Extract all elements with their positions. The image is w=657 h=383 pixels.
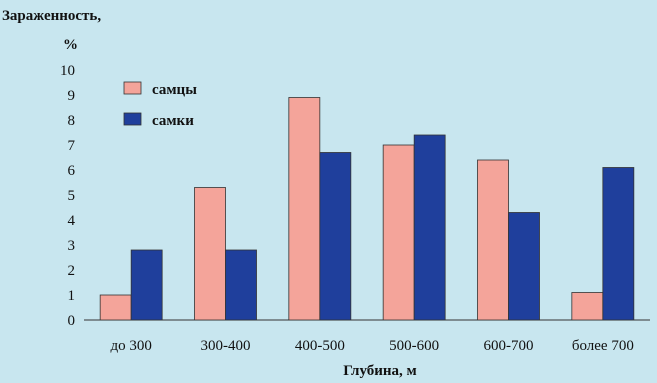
legend: самцы самки <box>123 81 197 129</box>
legend-swatch-females <box>123 112 142 126</box>
y-tick-label: 5 <box>68 188 76 204</box>
bar-males <box>288 97 321 321</box>
bar-males <box>382 144 415 321</box>
legend-label-females: самки <box>152 113 194 129</box>
x-axis-label: Глубина, м <box>343 363 417 378</box>
plot-area: 0 1 2 3 4 5 6 7 8 9 10 до 300 300-400 400-500 500-600 6… <box>60 63 650 354</box>
x-tick-label: более 700 <box>572 338 634 354</box>
x-tick-label: до 300 <box>110 338 151 354</box>
y-tick-label: 3 <box>68 238 76 254</box>
y-tick-label: 9 <box>68 88 76 104</box>
x-tick-label: 300-400 <box>201 338 251 354</box>
bar-males <box>194 187 226 321</box>
bar-females <box>319 152 352 321</box>
y-tick-label: 4 <box>68 213 76 229</box>
x-tick-label: 400-500 <box>295 338 345 354</box>
x-tick-label: 500-600 <box>389 338 439 354</box>
y-axis-label-line2: % <box>63 37 78 53</box>
bar-females <box>413 134 446 321</box>
y-tick-label: 2 <box>68 263 76 279</box>
x-tick-label: 600-700 <box>484 338 534 354</box>
y-tick-label: 7 <box>68 138 76 154</box>
y-tick-label: 0 <box>68 313 76 329</box>
bar-males <box>477 159 509 321</box>
y-tick-label: 6 <box>68 163 76 179</box>
y-axis-label-line1: Зараженность, <box>2 8 101 24</box>
bar-females <box>225 249 257 321</box>
y-tick-label: 1 <box>68 288 76 304</box>
y-tick-label: 10 <box>60 63 75 79</box>
legend-label-males: самцы <box>152 82 197 98</box>
bar-females <box>602 167 635 321</box>
legend-swatch-males <box>123 81 142 95</box>
bar-females <box>508 212 540 321</box>
bar-males <box>99 294 132 321</box>
bar-males <box>571 292 604 321</box>
bar-females <box>130 249 163 321</box>
y-tick-label: 8 <box>68 113 76 129</box>
